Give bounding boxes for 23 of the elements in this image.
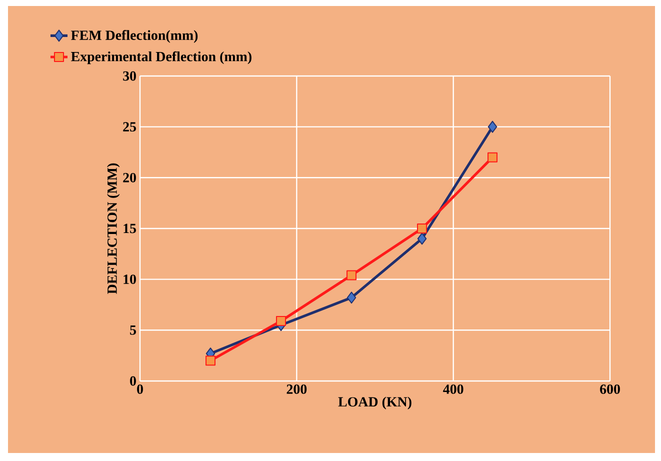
y-axis-title: DEFLECTION (MM): [107, 163, 120, 294]
y-tick-label: 0: [130, 376, 136, 386]
x-axis-title: LOAD (KN): [338, 396, 412, 410]
legend-label: FEM Deflection(mm): [71, 30, 198, 43]
y-tick-label: 30: [123, 71, 136, 81]
y-tick-label: 25: [123, 122, 136, 132]
point: [346, 270, 357, 280]
point: [276, 316, 286, 326]
point: [488, 152, 498, 162]
legend-label: Experimental Deflection (mm): [71, 51, 252, 64]
y-tick-label: 10: [124, 274, 136, 284]
point: [417, 223, 428, 234]
point: [346, 292, 356, 304]
point: [417, 232, 427, 245]
y-tick-label: 20: [123, 172, 136, 182]
y-tick-label: 5: [130, 326, 136, 335]
point: [206, 356, 216, 366]
x-tick-label: 200: [286, 384, 307, 394]
y-tick-label: 15: [124, 224, 136, 234]
x-tick-label: 0: [137, 384, 143, 394]
x-tick-label: 400: [443, 384, 464, 394]
point: [488, 120, 498, 133]
x-tick-label: 600: [600, 384, 620, 394]
